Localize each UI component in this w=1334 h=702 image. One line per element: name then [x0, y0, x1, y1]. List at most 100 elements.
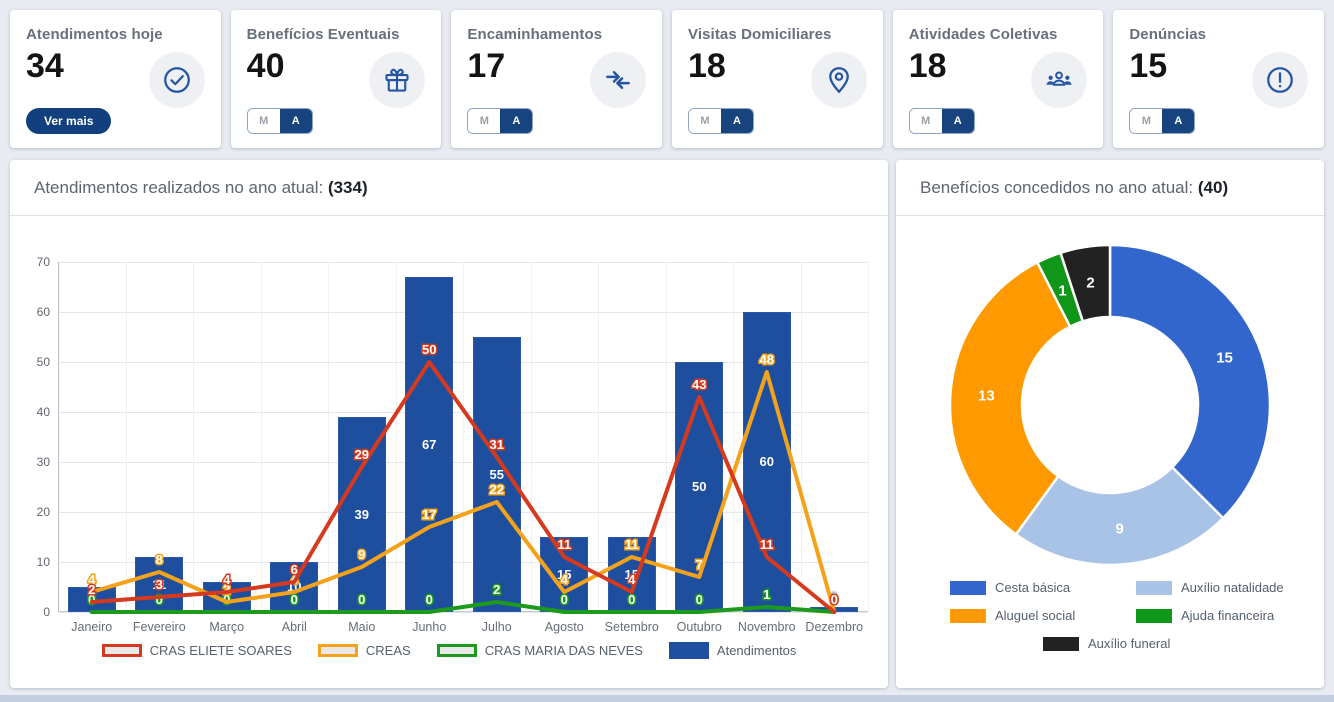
legend-item[interactable]: Atendimentos — [668, 642, 796, 659]
bar-value-label: 5 — [88, 591, 96, 607]
stat-cards: Atendimentos hoje 34 Ver mais Benefícios Ev… — [10, 10, 1325, 148]
donut-slice-aux-lio-natalidade[interactable] — [1014, 465, 1225, 567]
bar-value-label: 11 — [152, 576, 167, 592]
people-group-icon — [1044, 65, 1074, 95]
bar-value-label: 60 — [759, 454, 774, 469]
donut-slice-cesta-b-sica[interactable] — [1108, 243, 1272, 520]
legend-item[interactable]: CREAS — [317, 643, 411, 658]
card-value: 17 — [467, 47, 506, 85]
line-value-label: 4 — [88, 572, 96, 587]
gridline — [800, 262, 802, 612]
bar-value-label: 15 — [557, 566, 572, 582]
gridline — [733, 262, 734, 612]
month-label: Julho — [481, 620, 512, 634]
legend-swatch — [950, 608, 986, 623]
legend-label: CRAS ELIETE SOARES — [149, 643, 292, 658]
month-label: Outubro — [676, 620, 722, 634]
y-tick-label: 50 — [36, 355, 50, 369]
toggle-month-option[interactable]: M — [909, 109, 942, 133]
toggle-year-option[interactable]: A — [721, 109, 754, 133]
bar-chart-title-text: Atendimentos realizados no ano atual: — [34, 178, 324, 197]
toggle-year-option[interactable]: A — [1162, 109, 1195, 133]
month-label: Novembro — [737, 620, 796, 634]
toggle-month-option[interactable]: M — [689, 109, 722, 133]
donut-slice-aluguel-social[interactable] — [948, 261, 1072, 536]
card-icon-circle — [1252, 52, 1309, 108]
card-title: Atividades Coletivas — [908, 26, 1058, 43]
donut-value-label: 1 — [1058, 282, 1066, 299]
legend-item[interactable]: Cesta básica — [924, 580, 1110, 595]
gridline — [868, 262, 869, 612]
legend-label: Aluguel social — [995, 608, 1076, 623]
bar-dezembro[interactable] — [810, 607, 859, 612]
y-tick-label: 70 — [36, 255, 50, 269]
y-tick-label: 30 — [36, 455, 50, 469]
gift-icon — [382, 65, 412, 95]
gridline — [530, 262, 532, 612]
month-label: Dezembro — [805, 620, 864, 634]
alert-circle-icon — [1265, 65, 1295, 95]
legend-item[interactable]: Ajuda financeira — [1110, 608, 1296, 623]
y-tick-label: 40 — [36, 405, 50, 419]
donut-slice-aux-lio-funeral[interactable] — [1059, 243, 1112, 323]
month-label: Fevereiro — [132, 620, 186, 634]
legend-item[interactable]: Auxílio funeral — [1017, 636, 1203, 651]
bar-chart-title: Atendimentos realizados no ano atual: (3… — [10, 160, 888, 216]
bar-value-label: 67 — [422, 436, 437, 452]
merge-arrows-icon — [603, 65, 633, 95]
donut-chart: 15 9 13 1 2 — [948, 243, 1272, 567]
legend-item[interactable]: Auxílio natalidade — [1110, 580, 1296, 595]
legend-item[interactable]: CRAS MARIA DAS NEVES — [436, 643, 643, 658]
donut-chart-panel: Benefícios concedidos no ano atual: (40)… — [896, 160, 1324, 688]
card-value: 15 — [1129, 47, 1168, 85]
bar-value-label: 10 — [287, 579, 302, 594]
bar-value-label: 15 — [624, 566, 639, 582]
card-title: Benefícios Eventuais — [246, 26, 400, 43]
gridline — [260, 262, 262, 612]
legend-item[interactable]: Aluguel social — [924, 608, 1110, 623]
bottom-scrollbar-strip[interactable] — [0, 695, 1334, 702]
legend-label: CRAS MARIA DAS NEVES — [484, 643, 643, 658]
gridline — [125, 262, 127, 612]
card-title: Atendimentos hoje — [26, 26, 163, 43]
ver-mais-button[interactable]: Ver mais — [26, 108, 112, 134]
stat-card: Atendimentos hoje 34 Ver mais — [10, 10, 221, 148]
card-value: 18 — [908, 47, 947, 85]
donut-value-label: 13 — [978, 387, 995, 404]
donut-chart-title-text: Benefícios concedidos no ano atual: — [920, 178, 1194, 197]
gridline — [665, 262, 667, 612]
card-title: Visitas Domiciliares — [688, 26, 832, 43]
bar-chart-total: (334) — [327, 178, 368, 197]
card-icon-circle — [148, 52, 205, 108]
toggle-year-option[interactable]: A — [500, 109, 533, 133]
month-label: Junho — [412, 620, 447, 634]
bar-chart-plot: 0 10 20 30 40 50 60 70 5 11 6 10 39 67 55 15 15 50 60 1 0 0 0 0… — [37, 255, 869, 634]
card-value: 34 — [26, 47, 64, 85]
toggle-month-option[interactable]: M — [468, 109, 501, 133]
donut-chart-title: Benefícios concedidos no ano atual: (40) — [896, 160, 1324, 216]
gridline — [58, 612, 868, 613]
stat-card: Benefícios Eventuais 40 M A — [230, 10, 442, 148]
legend-label: CREAS — [365, 643, 411, 658]
legend-label: Auxílio natalidade — [1181, 580, 1284, 595]
month-label: Março — [209, 620, 245, 634]
toggle-month-option[interactable]: M — [1130, 109, 1163, 133]
month-label: Janeiro — [71, 620, 113, 634]
toggle-year-option[interactable]: A — [941, 109, 974, 133]
donut-chart-legend: Cesta básica Auxílio natalidade Aluguel so… — [896, 580, 1324, 651]
stat-card: Visitas Domiciliares 18 M A — [672, 10, 883, 148]
y-tick-label: 20 — [36, 505, 50, 519]
toggle-year-option[interactable]: A — [279, 109, 312, 133]
stat-card: Atividades Coletivas 18 M A — [892, 10, 1104, 148]
toggle-month-option[interactable]: M — [247, 109, 280, 133]
card-icon-circle — [1031, 52, 1088, 108]
donut-value-label: 9 — [1116, 521, 1124, 538]
bar-value-label: 39 — [354, 506, 369, 522]
month-label: Abril — [281, 620, 307, 634]
legend-item[interactable]: CRAS ELIETE SOARES — [101, 643, 292, 658]
